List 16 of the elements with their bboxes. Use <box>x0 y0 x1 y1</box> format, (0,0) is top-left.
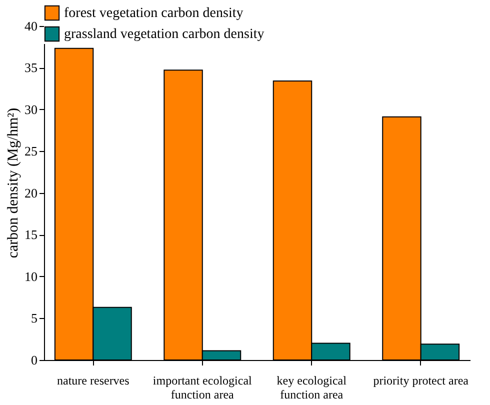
y-tick-label: 20 <box>24 185 38 200</box>
y-tick-label: 15 <box>24 227 38 242</box>
y-tick-label: 0 <box>31 352 38 368</box>
y-tick-label: 30 <box>24 102 38 117</box>
y-tick-label: 10 <box>24 268 38 284</box>
x-tick-label: priority protect area <box>373 374 470 388</box>
legend-label: forest vegetation carbon density <box>64 6 244 21</box>
y-tick-label: 5 <box>31 310 38 326</box>
y-axis-title: carbon density (Mg/hm²) <box>6 108 22 258</box>
x-tick-label: nature reserves <box>57 374 130 388</box>
y-tick-label: 25 <box>24 144 38 159</box>
y-tick-label: 40 <box>24 18 38 34</box>
legend-label: grassland vegetation carbon density <box>64 27 264 42</box>
x-tick-label: important ecological function area <box>152 374 253 402</box>
y-tick-label: 35 <box>24 60 38 76</box>
x-tick-label: key ecological function area <box>276 374 348 402</box>
